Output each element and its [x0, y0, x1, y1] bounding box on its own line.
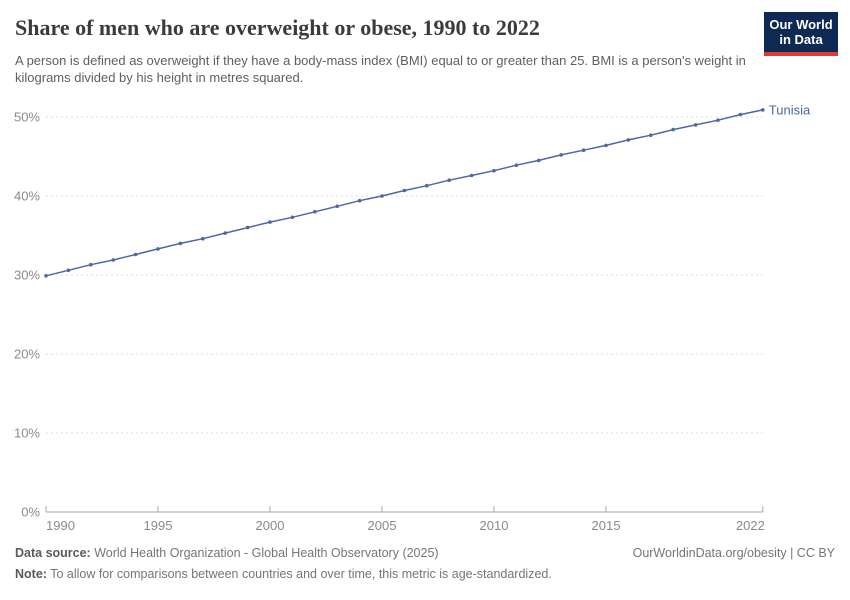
data-point[interactable] [581, 148, 586, 152]
series-end-label[interactable]: Tunisia [769, 102, 811, 117]
data-point[interactable] [425, 183, 429, 188]
data-point[interactable] [201, 236, 205, 241]
data-point[interactable] [738, 112, 743, 117]
series-line-tunisia[interactable] [45, 109, 763, 277]
x-axis-tick-label: 2010 [480, 518, 509, 533]
data-point[interactable] [111, 258, 115, 262]
data-point[interactable] [447, 178, 452, 182]
data-point[interactable] [604, 143, 608, 148]
data-point[interactable] [290, 215, 295, 220]
data-point[interactable] [357, 198, 362, 203]
note-text: To allow for comparisons between countri… [46, 567, 552, 581]
data-point[interactable] [626, 138, 631, 142]
data-point[interactable] [245, 225, 250, 230]
y-axis-tick-label: 0% [21, 505, 40, 520]
owid-logo[interactable]: Our World in Data [764, 12, 838, 56]
data-point[interactable] [133, 252, 138, 257]
data-point[interactable] [671, 127, 675, 132]
data-point[interactable] [66, 268, 71, 273]
data-source-line: Data source: World Health Organization -… [15, 543, 439, 564]
data-point[interactable] [313, 210, 317, 214]
owid-credit-link[interactable]: OurWorldinData.org/obesity | CC BY [632, 546, 835, 560]
chart-footer: Data source: World Health Organization -… [15, 543, 835, 585]
data-point[interactable] [492, 168, 496, 173]
data-point[interactable] [559, 153, 563, 157]
data-point[interactable] [89, 262, 93, 267]
chart-subtitle: A person is defined as overweight if the… [15, 53, 746, 85]
y-axis-tick-label: 30% [14, 268, 40, 283]
data-point[interactable] [649, 133, 653, 137]
note-line: Note: To allow for comparisons between c… [15, 567, 552, 581]
x-axis-tick-label: 2005 [368, 518, 397, 533]
y-axis-tick-label: 40% [14, 189, 40, 204]
x-axis-tick-label: 2022 [736, 518, 765, 533]
data-source-text: World Health Organization - Global Healt… [90, 546, 439, 560]
x-axis-tick-label: 1990 [46, 518, 75, 533]
note-label: Note: [15, 567, 47, 581]
data-point[interactable] [335, 204, 340, 209]
owid-logo-line2: in Data [779, 32, 823, 48]
data-point[interactable] [178, 241, 183, 246]
y-axis-tick-label: 10% [14, 426, 40, 441]
page-title: Share of men who are overweight or obese… [15, 15, 540, 40]
data-point[interactable] [761, 108, 765, 112]
data-point[interactable] [223, 231, 227, 235]
data-point[interactable] [156, 247, 160, 251]
y-axis-tick-label: 20% [14, 347, 40, 362]
data-point[interactable] [537, 158, 541, 163]
x-axis-tick-label: 2015 [592, 518, 621, 533]
y-axis-tick-label: 50% [14, 110, 40, 125]
x-axis-tick-label: 1995 [144, 518, 173, 533]
data-point[interactable] [469, 173, 474, 178]
owid-logo-line1: Our World [769, 17, 833, 32]
x-axis-tick-label: 2000 [256, 518, 285, 533]
data-point[interactable] [693, 123, 698, 127]
data-point[interactable] [268, 220, 272, 224]
data-point[interactable] [44, 274, 48, 278]
data-source-label: Data source: [15, 546, 91, 560]
data-point[interactable] [716, 118, 720, 122]
data-point[interactable] [380, 194, 384, 198]
data-point[interactable] [402, 188, 407, 193]
data-point[interactable] [514, 163, 519, 167]
